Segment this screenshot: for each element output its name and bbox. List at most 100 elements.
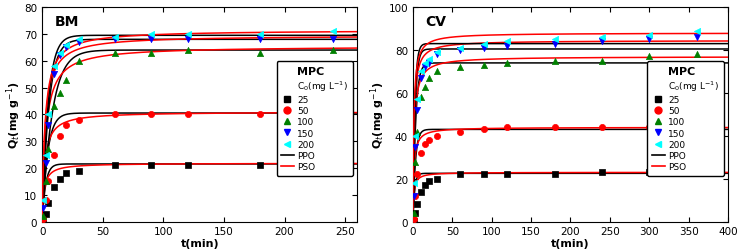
- Point: [60, 123, 72, 128]
- Point: [415, 190, 427, 194]
- Point: [410, 211, 421, 215]
- Point: [109, 113, 121, 117]
- Point: [502, 62, 513, 66]
- Point: [549, 173, 561, 177]
- Point: [410, 145, 421, 149]
- Point: [549, 38, 561, 42]
- Point: [60, 78, 72, 82]
- Point: [478, 47, 490, 51]
- Point: [549, 59, 561, 64]
- Point: [182, 164, 194, 168]
- Point: [73, 59, 85, 64]
- Point: [182, 38, 194, 42]
- Point: [478, 64, 490, 68]
- Point: [407, 181, 419, 185]
- Point: [54, 91, 66, 96]
- Point: [327, 38, 339, 42]
- Point: [415, 70, 427, 74]
- Point: [54, 177, 66, 181]
- Point: [596, 36, 608, 40]
- Legend: MPC, C$_0$(mg L$^{-1}$), 25, 50, 100, 150, 200, PPO, PSO: MPC, C$_0$(mg L$^{-1}$), 25, 50, 100, 15…: [277, 62, 352, 176]
- Legend: MPC, C$_0$(mg L$^{-1}$), 25, 50, 100, 150, 200, PPO, PSO: MPC, C$_0$(mg L$^{-1}$), 25, 50, 100, 15…: [647, 62, 723, 176]
- Point: [423, 179, 435, 183]
- Point: [42, 201, 54, 205]
- Point: [182, 33, 194, 37]
- Point: [411, 173, 423, 177]
- Point: [423, 139, 435, 143]
- Point: [327, 49, 339, 53]
- Point: [596, 171, 608, 175]
- Point: [691, 53, 703, 57]
- Point: [42, 180, 54, 184]
- Point: [418, 66, 430, 70]
- Point: [502, 126, 513, 130]
- Point: [430, 134, 442, 138]
- Point: [73, 169, 85, 173]
- Point: [415, 151, 427, 155]
- Point: [549, 42, 561, 46]
- Point: [423, 62, 435, 66]
- Point: [40, 198, 52, 202]
- Point: [691, 123, 703, 128]
- Point: [418, 62, 430, 66]
- Point: [454, 130, 466, 134]
- Point: [643, 34, 655, 38]
- Y-axis label: Q$_t$(mg g$^{-1}$): Q$_t$(mg g$^{-1}$): [4, 81, 23, 148]
- Point: [410, 160, 421, 164]
- Point: [643, 171, 655, 175]
- Point: [407, 217, 419, 222]
- Point: [478, 42, 490, 46]
- Point: [454, 66, 466, 70]
- Point: [327, 30, 339, 34]
- Point: [411, 109, 423, 113]
- Point: [410, 194, 421, 198]
- Point: [418, 143, 430, 147]
- Point: [643, 55, 655, 59]
- Point: [411, 130, 423, 134]
- Point: [255, 164, 266, 168]
- Point: [109, 38, 121, 42]
- Point: [423, 57, 435, 61]
- Text: BM: BM: [55, 15, 79, 28]
- Point: [454, 173, 466, 177]
- Point: [40, 212, 52, 216]
- Point: [73, 38, 85, 42]
- Point: [48, 65, 60, 69]
- Point: [37, 214, 49, 218]
- Point: [596, 40, 608, 44]
- Point: [109, 164, 121, 168]
- Point: [40, 180, 52, 184]
- Point: [691, 30, 703, 34]
- Point: [410, 134, 421, 138]
- Point: [48, 73, 60, 77]
- Y-axis label: Q$_t$(mg g$^{-1}$): Q$_t$(mg g$^{-1}$): [368, 81, 387, 148]
- Point: [42, 148, 54, 152]
- Point: [502, 173, 513, 177]
- Point: [430, 70, 442, 74]
- Point: [423, 77, 435, 81]
- Point: [691, 36, 703, 40]
- Point: [73, 41, 85, 45]
- Point: [42, 113, 54, 117]
- Point: [40, 153, 52, 157]
- Point: [37, 198, 49, 202]
- Point: [42, 123, 54, 128]
- Point: [48, 185, 60, 189]
- Text: CV: CV: [425, 15, 447, 28]
- Point: [415, 77, 427, 81]
- Point: [54, 51, 66, 55]
- Point: [327, 164, 339, 168]
- Point: [73, 118, 85, 122]
- Point: [145, 38, 157, 42]
- X-axis label: t(min): t(min): [180, 238, 219, 248]
- Point: [145, 113, 157, 117]
- Point: [109, 36, 121, 40]
- Point: [407, 219, 419, 223]
- Point: [145, 51, 157, 55]
- Point: [643, 38, 655, 42]
- Point: [407, 194, 419, 198]
- Point: [430, 51, 442, 55]
- Point: [596, 126, 608, 130]
- Point: [549, 126, 561, 130]
- Point: [40, 161, 52, 165]
